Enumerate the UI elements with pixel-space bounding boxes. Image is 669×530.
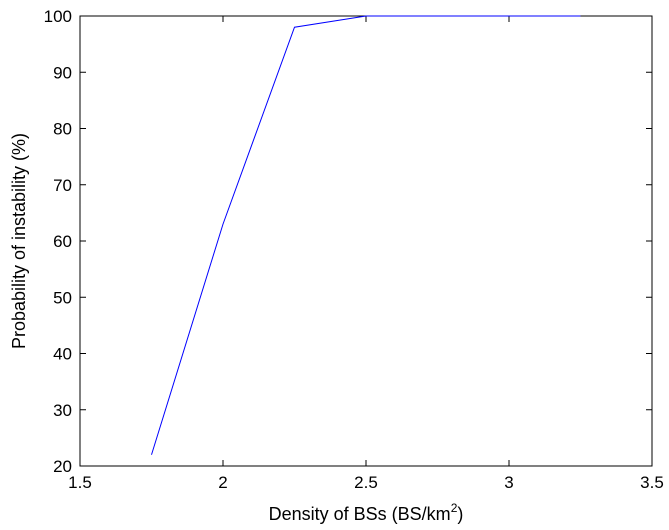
x-axis-title-superscript: 2 <box>451 501 458 515</box>
x-axis-ticks: 1.5 2 2.5 3 3.5 <box>68 16 664 492</box>
plot-area <box>79 15 653 467</box>
x-tick-label: 2 <box>218 473 227 492</box>
y-tick-label: 80 <box>53 120 72 139</box>
y-tick-label: 60 <box>53 232 72 251</box>
series-layer <box>151 15 581 455</box>
y-tick-label: 30 <box>53 401 72 420</box>
x-axis-title-suffix: ) <box>457 504 463 524</box>
x-tick-label: 3 <box>504 473 513 492</box>
y-axis-title: Probability of instability (%) <box>9 133 29 349</box>
x-tick-label: 1.5 <box>68 473 92 492</box>
x-tick-label: 3.5 <box>640 473 664 492</box>
x-tick-label: 2.5 <box>354 473 378 492</box>
x-axis-title: Density of BSs (BS/km2) <box>269 501 464 524</box>
y-tick-label: 50 <box>53 288 72 307</box>
y-tick-label: 100 <box>44 7 72 26</box>
y-tick-label: 40 <box>53 345 72 364</box>
y-axis-ticks: 20 30 40 50 60 70 80 90 100 <box>44 7 652 476</box>
x-axis-title-main: Density of BSs (BS/km <box>269 504 451 524</box>
series-line <box>151 15 581 455</box>
y-tick-label: 90 <box>53 63 72 82</box>
y-tick-label: 20 <box>53 457 72 476</box>
y-tick-label: 70 <box>53 176 72 195</box>
